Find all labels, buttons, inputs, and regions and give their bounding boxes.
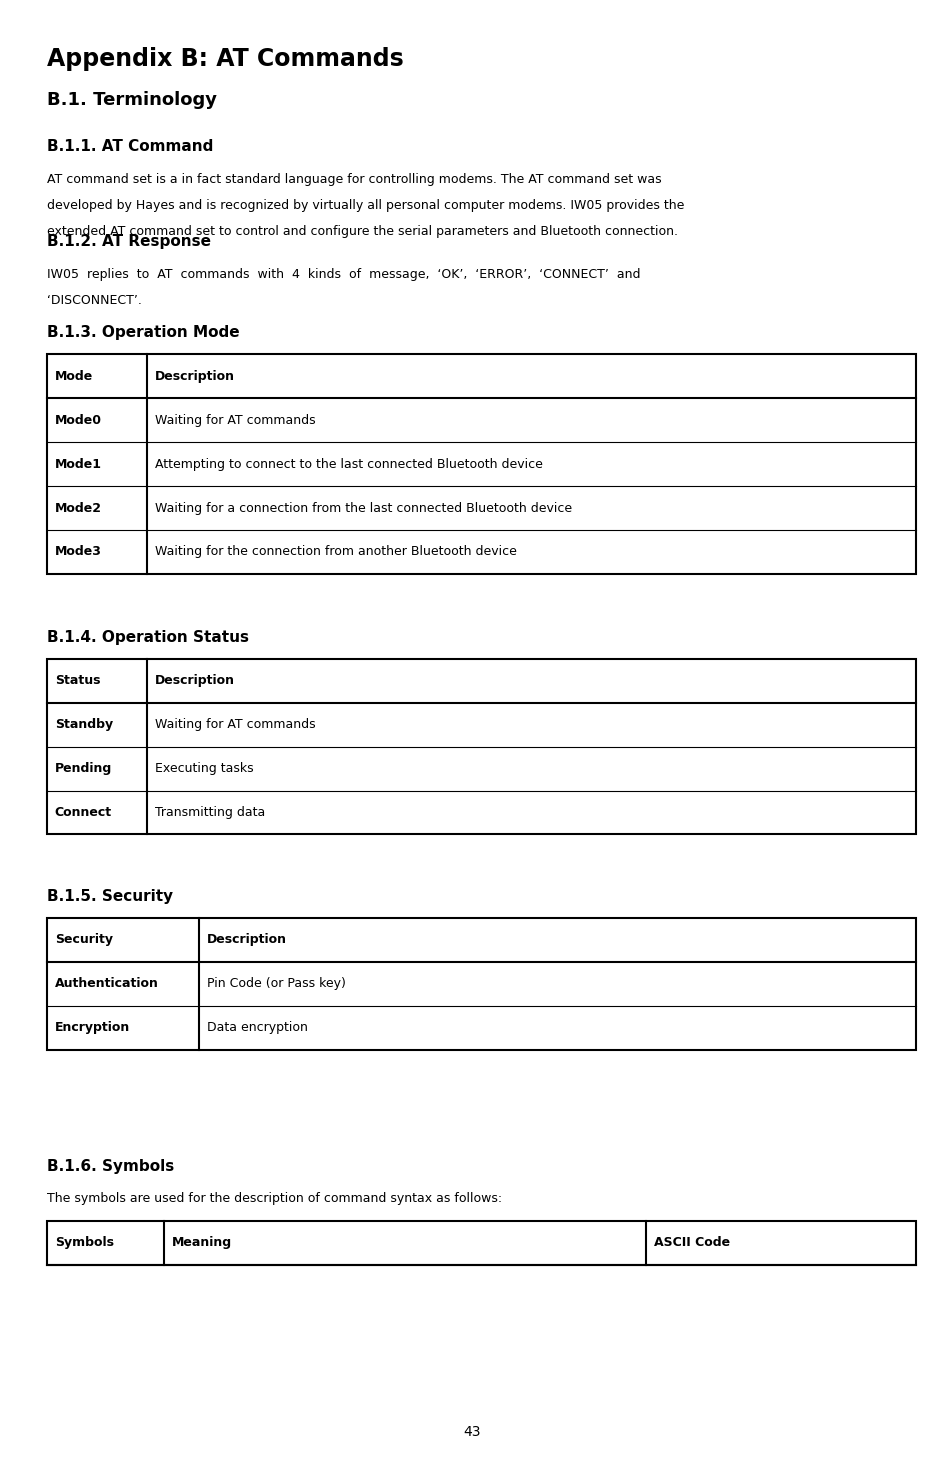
- Bar: [47, 1221, 916, 1265]
- Text: Authentication: Authentication: [55, 978, 159, 990]
- Text: The symbols are used for the description of command syntax as follows:: The symbols are used for the description…: [47, 1192, 502, 1205]
- Text: extended AT command set to control and configure the serial parameters and Bluet: extended AT command set to control and c…: [47, 225, 678, 239]
- Text: B.1. Terminology: B.1. Terminology: [47, 91, 217, 108]
- Text: B.1.1. AT Command: B.1.1. AT Command: [47, 139, 213, 154]
- Bar: [47, 659, 916, 834]
- Text: Standby: Standby: [55, 719, 113, 731]
- Text: Description: Description: [155, 370, 235, 382]
- Text: Status: Status: [55, 675, 100, 687]
- Text: B.1.3. Operation Mode: B.1.3. Operation Mode: [47, 325, 240, 340]
- Text: Waiting for AT commands: Waiting for AT commands: [155, 719, 315, 731]
- Text: AT command set is a in fact standard language for controlling modems. The AT com: AT command set is a in fact standard lan…: [47, 173, 662, 186]
- Bar: [47, 354, 916, 574]
- Bar: [47, 918, 916, 1050]
- Text: Description: Description: [207, 934, 287, 946]
- Text: ‘DISCONNECT’.: ‘DISCONNECT’.: [47, 294, 143, 307]
- Text: Transmitting data: Transmitting data: [155, 807, 265, 818]
- Text: Mode0: Mode0: [55, 414, 102, 426]
- Text: Symbols: Symbols: [55, 1237, 114, 1249]
- Text: ASCII Code: ASCII Code: [654, 1237, 730, 1249]
- Text: Security: Security: [55, 934, 112, 946]
- Text: Mode: Mode: [55, 370, 93, 382]
- Text: Description: Description: [155, 675, 235, 687]
- Text: Meaning: Meaning: [172, 1237, 232, 1249]
- Text: Data encryption: Data encryption: [207, 1022, 308, 1034]
- Text: Connect: Connect: [55, 807, 112, 818]
- Text: 43: 43: [464, 1424, 480, 1439]
- Text: B.1.5. Security: B.1.5. Security: [47, 889, 174, 903]
- Text: B.1.6. Symbols: B.1.6. Symbols: [47, 1159, 175, 1174]
- Text: Waiting for AT commands: Waiting for AT commands: [155, 414, 315, 426]
- Text: Encryption: Encryption: [55, 1022, 130, 1034]
- Text: Mode3: Mode3: [55, 546, 102, 558]
- Text: B.1.4. Operation Status: B.1.4. Operation Status: [47, 630, 249, 644]
- Text: developed by Hayes and is recognized by virtually all personal computer modems. : developed by Hayes and is recognized by …: [47, 199, 684, 212]
- Text: IW05  replies  to  AT  commands  with  4  kinds  of  message,  ‘OK’,  ‘ERROR’,  : IW05 replies to AT commands with 4 kinds…: [47, 268, 641, 281]
- Text: Appendix B: AT Commands: Appendix B: AT Commands: [47, 47, 404, 70]
- Text: Waiting for a connection from the last connected Bluetooth device: Waiting for a connection from the last c…: [155, 502, 572, 514]
- Text: Attempting to connect to the last connected Bluetooth device: Attempting to connect to the last connec…: [155, 458, 543, 470]
- Text: Mode2: Mode2: [55, 502, 102, 514]
- Text: Executing tasks: Executing tasks: [155, 763, 253, 774]
- Text: Pin Code (or Pass key): Pin Code (or Pass key): [207, 978, 346, 990]
- Text: Pending: Pending: [55, 763, 112, 774]
- Text: B.1.2. AT Response: B.1.2. AT Response: [47, 234, 211, 249]
- Text: Mode1: Mode1: [55, 458, 102, 470]
- Text: Waiting for the connection from another Bluetooth device: Waiting for the connection from another …: [155, 546, 516, 558]
